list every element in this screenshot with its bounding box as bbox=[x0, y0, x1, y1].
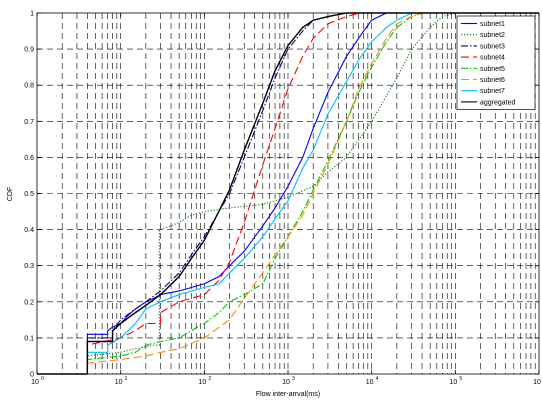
x-tick-label: 10 bbox=[198, 379, 206, 386]
x-tick-exponent: 0 bbox=[41, 376, 44, 382]
x-axis-ticks: 100101102103104105106 bbox=[31, 13, 541, 386]
y-tick-label: 0.4 bbox=[24, 227, 34, 234]
y-axis-ticks: 0 0.1 0.2 0.3 0.4 0.5 0.6 0.7 0.8 0.9 1 bbox=[24, 11, 539, 379]
legend-label: subnet2 bbox=[480, 32, 505, 39]
x-tick-exponent: 2 bbox=[208, 376, 211, 382]
x-tick-label: 10 bbox=[449, 379, 457, 386]
y-tick-label: 0.8 bbox=[24, 83, 34, 90]
x-tick-exponent: 3 bbox=[292, 376, 295, 382]
grid bbox=[37, 13, 539, 374]
x-tick-exponent: 4 bbox=[376, 376, 379, 382]
legend-label: subnet4 bbox=[480, 55, 505, 62]
series-line-subnet5 bbox=[37, 12, 539, 375]
y-tick-label: 0.2 bbox=[24, 299, 34, 306]
legend-label: subnet6 bbox=[480, 77, 505, 84]
series-line-subnet4 bbox=[37, 12, 539, 375]
series-line-aggregated bbox=[37, 12, 539, 375]
series-layer bbox=[37, 12, 539, 375]
x-tick-label: 10 bbox=[31, 379, 39, 386]
legend-label: subnet3 bbox=[480, 43, 505, 50]
x-tick-label: 10 bbox=[282, 379, 290, 386]
series-line-subnet6 bbox=[37, 12, 539, 375]
legend-label: subnet5 bbox=[480, 66, 505, 73]
legend: subnet1 subnet2 subnet3 subnet4 subnet5 subne… bbox=[456, 15, 536, 110]
y-tick-label: 0.5 bbox=[24, 191, 34, 198]
x-axis-label: Flow inter-arrval(ms) bbox=[256, 391, 320, 398]
legend-label: aggregated bbox=[480, 99, 516, 106]
series-line-subnet1 bbox=[37, 12, 539, 375]
y-tick-label: 0.6 bbox=[24, 155, 34, 162]
legend-box bbox=[456, 15, 536, 110]
x-tick-exponent: 1 bbox=[125, 376, 128, 382]
legend-label: subnet7 bbox=[480, 88, 505, 95]
series-line-subnet7 bbox=[37, 12, 539, 375]
x-tick-exponent: 5 bbox=[459, 376, 462, 382]
y-tick-label: 0.9 bbox=[24, 47, 34, 54]
x-tick-label: 10 bbox=[115, 379, 123, 386]
x-tick-label: 10 bbox=[366, 379, 374, 386]
y-tick-label: 0.3 bbox=[24, 263, 34, 270]
y-axis-label: CDF bbox=[7, 187, 14, 201]
y-tick-label: 0.1 bbox=[24, 335, 34, 342]
y-tick-label: 0 bbox=[30, 372, 34, 379]
legend-label: subnet1 bbox=[480, 21, 505, 28]
series-line-subnet2 bbox=[37, 12, 539, 375]
x-tick-label: 10 bbox=[533, 379, 541, 386]
y-tick-label: 1 bbox=[30, 11, 34, 18]
y-tick-label: 0.7 bbox=[24, 119, 34, 126]
